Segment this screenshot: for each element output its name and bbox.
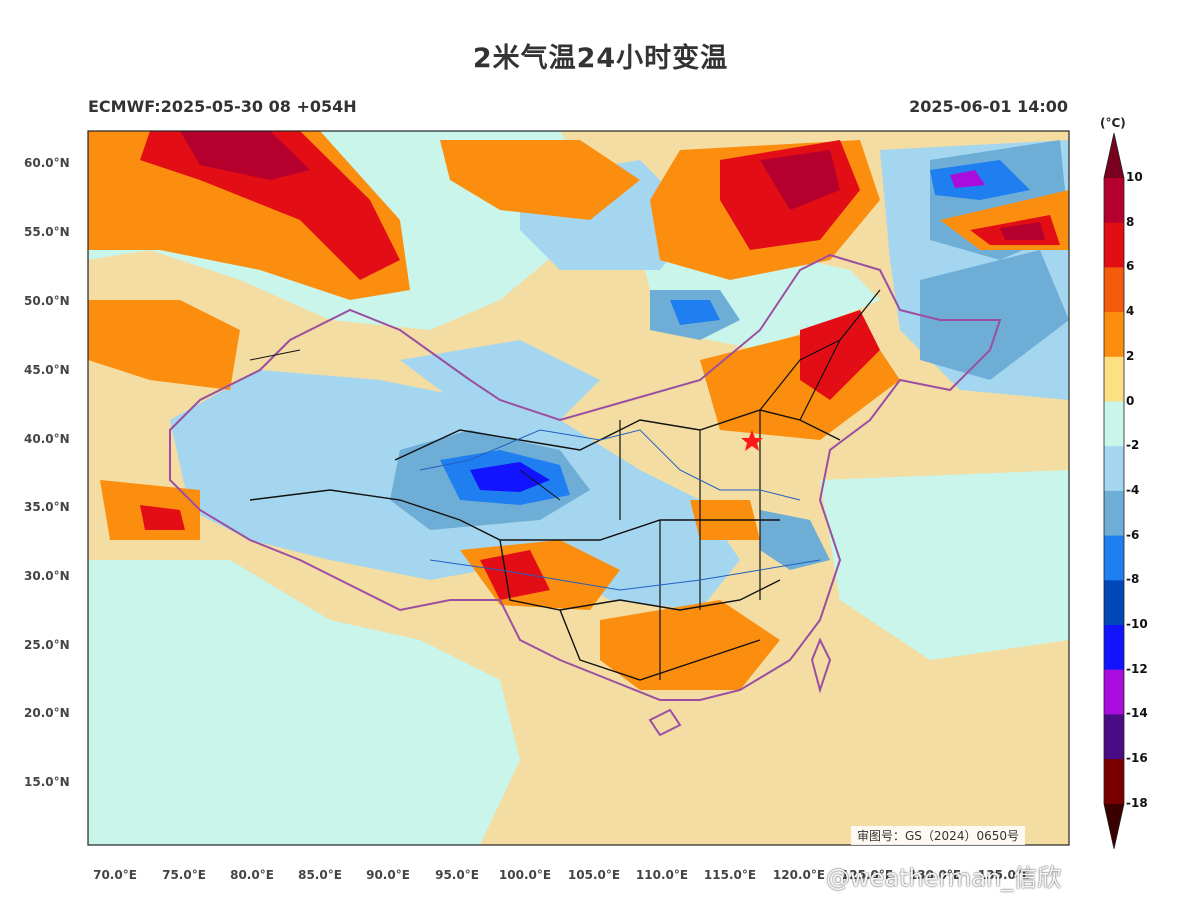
map-field	[88, 131, 1069, 845]
colorbar-swatch	[1104, 535, 1124, 581]
colorbar-swatch	[1104, 401, 1124, 447]
lat-tick-label: 15.0°N	[24, 775, 70, 789]
colorbar-tick-label: -10	[1126, 617, 1148, 631]
colorbar-tick-label: 2	[1126, 348, 1135, 363]
capital-star-icon	[741, 430, 763, 451]
lat-tick-label: 45.0°N	[24, 363, 70, 377]
map-frame	[87, 130, 1070, 846]
valid-time-label: 2025-06-01 14:00	[909, 97, 1068, 116]
lat-tick-label: 35.0°N	[24, 500, 70, 514]
lat-tick-label: 30.0°N	[24, 569, 70, 583]
colorbar-tick-label: -6	[1126, 527, 1140, 542]
chart-title: 2米气温24小时变温	[472, 43, 729, 74]
lat-tick-label: 50.0°N	[24, 294, 70, 308]
lat-tick-label: 60.0°N	[24, 156, 70, 170]
colorbar-tick-label: -18	[1126, 795, 1148, 810]
colorbar-tick-label: 6	[1126, 259, 1135, 274]
colorbar-swatch	[1104, 669, 1124, 715]
colorbar-frame	[1103, 132, 1125, 849]
colorbar-bottom-arrow	[1104, 803, 1124, 849]
rivers	[419, 429, 821, 591]
map-borders	[169, 253, 1002, 737]
colorbar-swatch	[1104, 178, 1124, 224]
colorbar-tick-label: 4	[1126, 304, 1135, 319]
colorbar-unit: (°C)	[1100, 116, 1126, 130]
colorbar-tick-label: -8	[1126, 572, 1140, 587]
model-run-label: ECMWF:2025-05-30 08 +054H	[88, 97, 357, 116]
colorbar-swatch	[1104, 356, 1124, 402]
colorbar-tick-label: -2	[1126, 438, 1140, 453]
colorbar-swatch	[1104, 490, 1124, 537]
lon-tick-label: 105.0°E	[567, 868, 621, 882]
colorbar-swatch	[1104, 625, 1124, 671]
lon-tick-label: 80.0°E	[230, 868, 274, 882]
lon-tick-label: 125.0°E	[840, 868, 894, 882]
lon-tick-label: 90.0°E	[366, 868, 410, 882]
lat-tick-label: 55.0°N	[24, 225, 70, 239]
colorbar-tick-label: -16	[1126, 751, 1148, 766]
lon-tick-label: 70.0°E	[93, 868, 137, 882]
colorbar-swatch	[1104, 759, 1124, 805]
map-approval-number: 审图号：GS（2024）0650号	[851, 826, 1025, 845]
lon-tick-label: 130.0°E	[908, 868, 962, 882]
lon-tick-label: 85.0°E	[298, 868, 342, 882]
colorbar-swatch	[1104, 222, 1124, 268]
colorbar-swatch	[1104, 446, 1124, 492]
colorbar-tick-label: -4	[1126, 482, 1140, 497]
lon-tick-label: 110.0°E	[635, 868, 689, 882]
colorbar-swatch	[1104, 714, 1124, 760]
colorbar-tick-label: 8	[1126, 214, 1135, 229]
lat-tick-label: 25.0°N	[24, 638, 70, 652]
lon-tick-label: 100.0°E	[498, 868, 552, 882]
lat-tick-label: 20.0°N	[24, 706, 70, 720]
lon-tick-label: 115.0°E	[703, 868, 757, 882]
lon-tick-label: 120.0°E	[772, 868, 826, 882]
colorbar-tick-label: 10	[1126, 170, 1143, 184]
colorbar-swatch	[1104, 580, 1124, 626]
colorbar-swatch	[1104, 267, 1124, 313]
watermark-text: @weatherman_信欣	[826, 864, 1062, 892]
colorbar-tick-label: -12	[1126, 661, 1148, 676]
lon-tick-label: 95.0°E	[435, 868, 479, 882]
colorbar-tick-label: -14	[1126, 706, 1148, 721]
lon-tick-label: 75.0°E	[162, 868, 206, 882]
colorbar-swatch	[1104, 312, 1124, 358]
colorbar-top-arrow	[1104, 133, 1124, 178]
colorbar-tick-label: 0	[1126, 393, 1135, 408]
lat-tick-label: 40.0°N	[24, 432, 70, 446]
lon-tick-label: 135.0°E	[977, 868, 1031, 882]
